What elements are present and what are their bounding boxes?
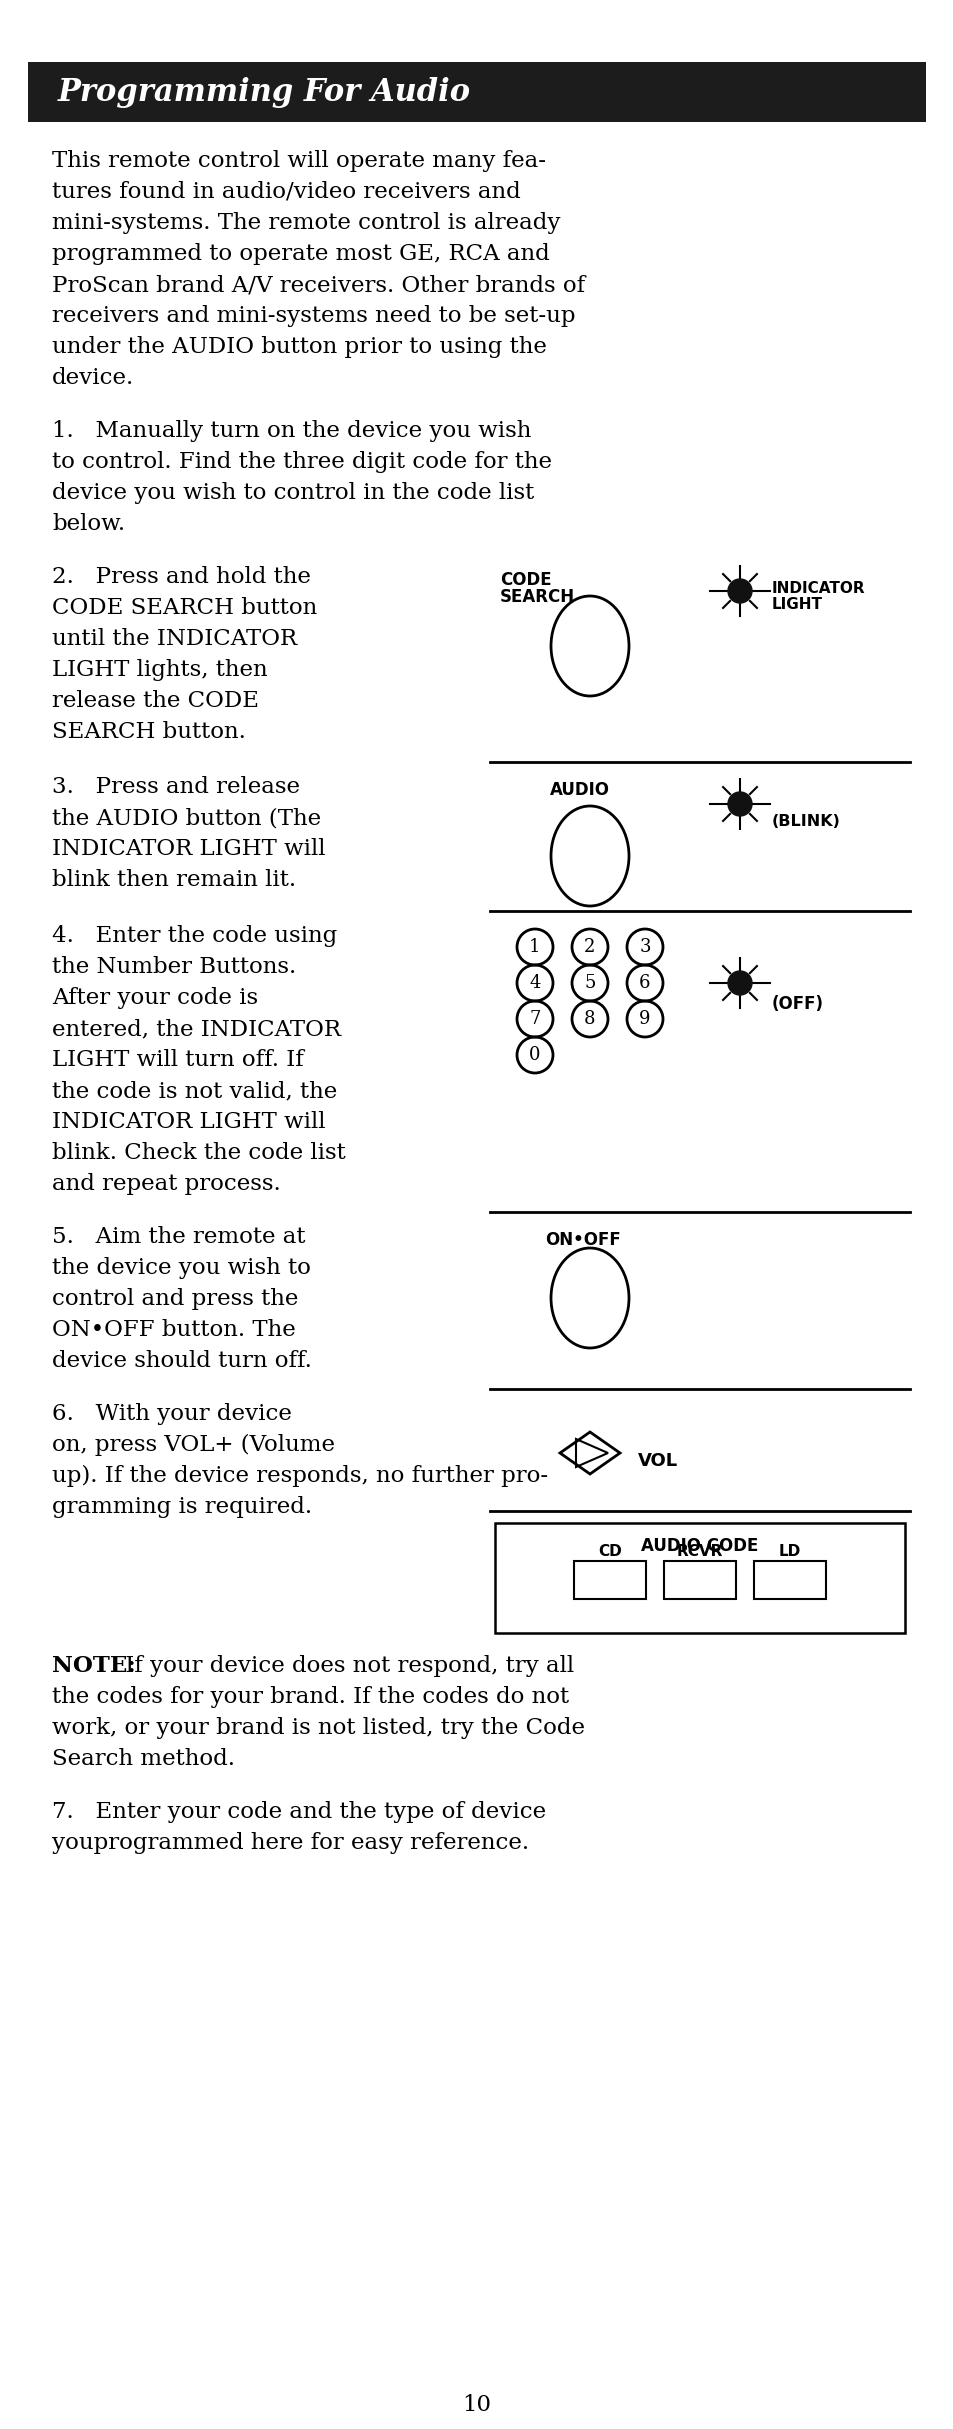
Text: under the AUDIO button prior to using the: under the AUDIO button prior to using th… [52,335,546,357]
Text: ON•OFF button. The: ON•OFF button. The [52,1319,295,1341]
Text: SEARCH: SEARCH [499,588,575,605]
Bar [574,1562,645,1598]
Bar [28,63,925,121]
Text: device should turn off.: device should turn off. [52,1351,312,1372]
Text: the device you wish to: the device you wish to [52,1256,311,1280]
Text: 0: 0 [529,1047,540,1064]
Bar [753,1562,825,1598]
Text: 2: 2 [583,938,595,957]
Text: Search method.: Search method. [52,1749,234,1771]
Circle shape [727,792,751,816]
Text: 1.   Manually turn on the device you wish: 1. Manually turn on the device you wish [52,420,531,442]
Text: 1: 1 [529,938,540,957]
Text: CD: CD [598,1545,621,1559]
Text: up). If the device responds, no further pro-: up). If the device responds, no further … [52,1465,548,1487]
Text: This remote control will operate many fea-: This remote control will operate many fe… [52,151,545,172]
Text: release the CODE: release the CODE [52,690,258,712]
Text: until the INDICATOR: until the INDICATOR [52,629,296,651]
Text: programmed to operate most GE, RCA and: programmed to operate most GE, RCA and [52,243,549,265]
Bar [495,1523,904,1632]
Text: LIGHT: LIGHT [771,598,822,612]
Circle shape [727,972,751,996]
Text: 6.   With your device: 6. With your device [52,1404,292,1426]
Text: CODE: CODE [499,571,551,588]
Text: INDICATOR LIGHT will: INDICATOR LIGHT will [52,1110,325,1132]
Text: control and press the: control and press the [52,1287,298,1309]
Text: 8: 8 [583,1010,595,1027]
Text: 6: 6 [639,974,650,991]
Text: the codes for your brand. If the codes do not: the codes for your brand. If the codes d… [52,1686,569,1708]
Text: ON•OFF: ON•OFF [544,1232,620,1249]
Text: LIGHT lights, then: LIGHT lights, then [52,658,268,680]
Text: to control. Find the three digit code for the: to control. Find the three digit code fo… [52,452,552,474]
Text: mini-systems. The remote control is already: mini-systems. The remote control is alre… [52,211,560,233]
Text: device you wish to control in the code list: device you wish to control in the code l… [52,481,534,503]
Text: NOTE:: NOTE: [52,1654,135,1676]
Text: VOL: VOL [638,1453,678,1470]
Text: 4.   Enter the code using: 4. Enter the code using [52,925,337,947]
Text: receivers and mini-systems need to be set-up: receivers and mini-systems need to be se… [52,306,575,328]
Text: 5: 5 [583,974,595,991]
Text: 3.   Press and release: 3. Press and release [52,775,299,799]
Text: (BLINK): (BLINK) [771,814,840,828]
Text: AUDIO CODE: AUDIO CODE [640,1538,758,1555]
Text: (OFF): (OFF) [771,996,823,1013]
Text: youprogrammed here for easy reference.: youprogrammed here for easy reference. [52,1831,529,1853]
Text: 5.   Aim the remote at: 5. Aim the remote at [52,1227,305,1249]
Text: INDICATOR LIGHT will: INDICATOR LIGHT will [52,838,325,860]
Text: gramming is required.: gramming is required. [52,1496,312,1518]
Text: device.: device. [52,367,134,389]
Text: blink. Check the code list: blink. Check the code list [52,1142,345,1163]
Text: entered, the INDICATOR: entered, the INDICATOR [52,1018,340,1040]
Text: blink then remain lit.: blink then remain lit. [52,870,295,891]
Text: 4: 4 [529,974,540,991]
Text: 10: 10 [462,2395,491,2417]
Text: 3: 3 [639,938,650,957]
Text: Programming For Audio: Programming For Audio [58,75,471,107]
Text: SEARCH button.: SEARCH button. [52,721,246,743]
Text: 7.   Enter your code and the type of device: 7. Enter your code and the type of devic… [52,1800,545,1824]
Bar [663,1562,735,1598]
Text: RCVR: RCVR [676,1545,722,1559]
Text: CODE SEARCH button: CODE SEARCH button [52,598,317,619]
Text: 2.   Press and hold the: 2. Press and hold the [52,566,311,588]
Text: below.: below. [52,513,125,534]
Text: the AUDIO button (The: the AUDIO button (The [52,806,321,828]
Text: LIGHT will turn off. If: LIGHT will turn off. If [52,1049,303,1071]
Text: INDICATOR: INDICATOR [771,581,864,595]
Text: If your device does not respond, try all: If your device does not respond, try all [118,1654,574,1676]
Text: After your code is: After your code is [52,986,258,1008]
Text: 7: 7 [529,1010,540,1027]
Text: on, press VOL+ (Volume: on, press VOL+ (Volume [52,1433,335,1455]
Text: 9: 9 [639,1010,650,1027]
Circle shape [727,578,751,602]
Text: ProScan brand A/V receivers. Other brands of: ProScan brand A/V receivers. Other brand… [52,274,584,296]
Text: and repeat process.: and repeat process. [52,1173,280,1195]
Text: the code is not valid, the: the code is not valid, the [52,1081,337,1103]
Text: AUDIO: AUDIO [550,782,609,799]
Text: LD: LD [778,1545,801,1559]
Text: work, or your brand is not listed, try the Code: work, or your brand is not listed, try t… [52,1717,584,1739]
Text: the Number Buttons.: the Number Buttons. [52,957,296,979]
Text: tures found in audio/video receivers and: tures found in audio/video receivers and [52,182,520,204]
